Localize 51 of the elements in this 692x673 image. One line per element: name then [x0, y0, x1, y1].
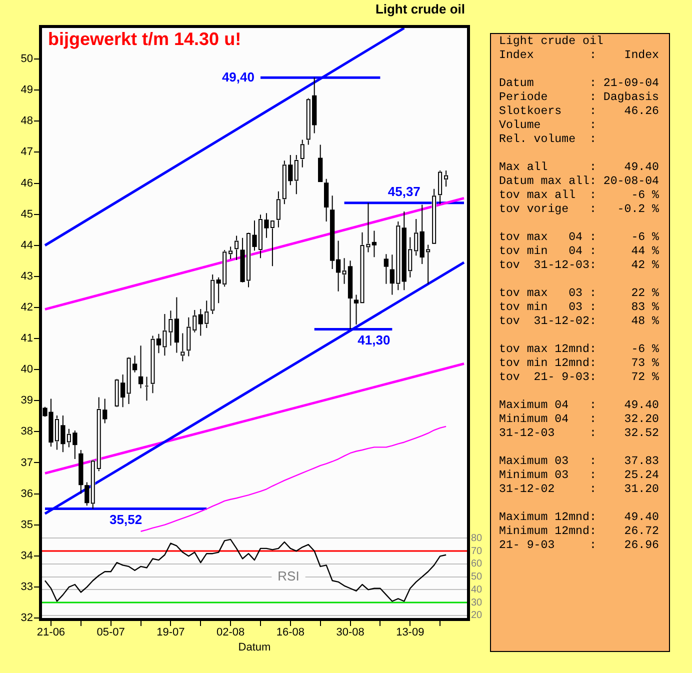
y-tick-label: 41	[20, 332, 33, 345]
text: Datum : 21-09-04 Periode : Dagbasis Slotkoers : 46.26 Volume : Rel. volume :	[499, 77, 660, 147]
y2-tick-label: 40	[471, 584, 483, 596]
text: tov max 12mnd: -6 % tov min 12mnd: 73 % tov 21- 9-03: 72 %	[499, 343, 660, 385]
x-tick-label: 30-08	[336, 626, 364, 639]
y-tick-label: 46	[20, 177, 33, 190]
series-label: 35,52	[110, 512, 142, 527]
y-tick-label: 39	[20, 394, 33, 407]
y-tick-label: 38	[20, 426, 33, 438]
y-tick-label: 49	[20, 84, 33, 96]
x-tick-label: 02-08	[216, 626, 245, 639]
x-tick-label: 19-07	[156, 626, 185, 639]
text: Maximum 12mnd: 49.40 Minimum 12mnd: 26.72 21- 9-03 : 26.96	[499, 511, 660, 553]
x-axis-title: Datum	[238, 641, 271, 654]
y2-tick-label: 80	[471, 532, 483, 544]
x-tick-label: 21-06	[36, 626, 66, 639]
y-tick-label: 50	[20, 53, 33, 66]
y-tick-label: 44	[20, 239, 33, 252]
y2-tick-label: 50	[471, 572, 483, 583]
y-tick-label: 45	[20, 208, 33, 220]
text: tov max 04 : -6 % tov min 04 : 44 % tov 31-12-03: 42 %	[499, 231, 660, 273]
text: Maximum 04 : 49.40 Minimum 04 : 32.20 31-12-03 : 32.52	[499, 399, 660, 441]
y2-tick-label: 30	[471, 597, 483, 608]
y-tick-label: 34	[20, 550, 33, 562]
y-tick-label: 48	[20, 115, 33, 128]
text: Light crude oil	[499, 35, 604, 49]
series-label: 41,30	[358, 332, 390, 348]
text: Maximum 03 : 37.83 Minimum 03 : 25.24 31-12-02 : 31.20	[499, 455, 660, 497]
x-tick-label: 13-09	[396, 626, 424, 639]
y-tick-label: 35	[20, 518, 33, 531]
y2-tick-label: 70	[471, 546, 483, 557]
text: tov max 03 : 22 % tov min 03 : 83 % tov 31-12-02: 48 %	[499, 287, 660, 329]
text: Index : Index	[499, 49, 660, 63]
y-tick-label: 36	[20, 488, 33, 500]
y-tick-label: 40	[20, 364, 33, 376]
y-tick-label: 42	[20, 302, 33, 314]
x-tick-label: 16-08	[276, 626, 304, 639]
chart-title: Light crude oil	[375, 2, 465, 17]
y-tick-label: 32	[20, 612, 33, 624]
y2-tick-label: 60	[471, 558, 483, 570]
annotation: bijgewerkt t/m 14.30 u!	[48, 28, 242, 49]
y-tick-label: 33	[20, 580, 33, 593]
x-tick-label: 05-07	[96, 626, 125, 639]
y2-tick-label: 20	[471, 610, 483, 622]
y-tick-label: 47	[20, 146, 33, 158]
series-label: 49,40	[222, 69, 254, 84]
y2-axis-title: RSI	[278, 568, 300, 584]
y-tick-label: 43	[20, 270, 33, 282]
y-tick-label: 37	[20, 456, 33, 469]
series-label: 45,37	[388, 184, 420, 199]
text: Max all : 49.40 Datum max all: 20-08-04 tov max all : -6 % tov vorige : -0.2 %	[499, 161, 660, 217]
